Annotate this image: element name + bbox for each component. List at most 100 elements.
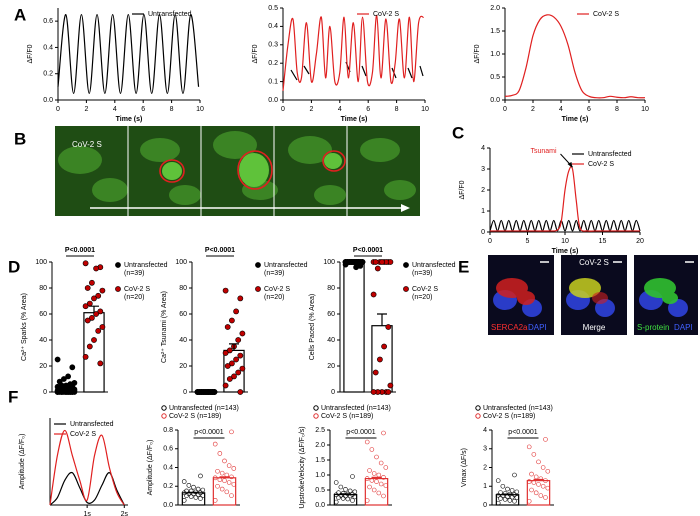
- bar: [343, 261, 365, 393]
- y-tick-label: 0.5: [315, 487, 325, 494]
- y-tick-label: 80: [179, 285, 187, 292]
- data-point: [237, 352, 244, 359]
- legend-label: CoV-2 S (n=189): [169, 413, 221, 420]
- panel-letter: D: [8, 257, 20, 276]
- data-point: [237, 295, 244, 302]
- data-point: [353, 264, 359, 271]
- x-axis-label: Time (s): [341, 116, 368, 123]
- image-strip: CoV-2 S: [55, 126, 420, 216]
- data-point: [93, 311, 99, 317]
- line-series: [282, 14, 425, 91]
- data-point: [502, 497, 508, 502]
- error-bar: [219, 476, 230, 478]
- data-point: [224, 489, 230, 495]
- y-tick-label: 0.5: [490, 74, 500, 81]
- data-point: [212, 498, 218, 503]
- x-tick-label: 10: [641, 106, 649, 113]
- y-tick-label: 80: [327, 285, 335, 292]
- data-point: [531, 480, 537, 485]
- y-tick-label: 40: [327, 337, 335, 344]
- data-point: [495, 492, 501, 498]
- data-point: [226, 480, 232, 485]
- data-point: [502, 491, 508, 496]
- data-point: [507, 498, 513, 503]
- data-point: [367, 484, 372, 490]
- y-tick-label: 0: [183, 389, 187, 396]
- data-point: [538, 493, 544, 498]
- data-point: [226, 347, 233, 354]
- data-point: [374, 265, 381, 272]
- data-point: [184, 488, 189, 494]
- data-point: [222, 287, 229, 294]
- y-tick-label: 1.5: [490, 28, 500, 35]
- data-point: [231, 482, 237, 487]
- y-tick-label: 0.4: [163, 464, 173, 471]
- y-tick-label: 3: [483, 446, 487, 453]
- image-label: SERCA2a: [491, 323, 528, 332]
- data-point: [226, 376, 233, 382]
- legend-marker: [475, 413, 481, 419]
- x-tick-label: 20: [636, 238, 644, 245]
- x-tick-label: 8: [170, 106, 174, 113]
- data-point: [200, 493, 206, 498]
- y-tick-label: 2.0: [315, 442, 325, 449]
- y-tick-label: 0.0: [268, 97, 278, 104]
- panel-letter: C: [452, 123, 464, 142]
- data-point: [219, 486, 225, 492]
- error-bar: [502, 493, 513, 495]
- data-point: [237, 389, 244, 395]
- x-tick-label: 0: [503, 106, 507, 113]
- y-axis-label: ΔF/F0: [252, 44, 259, 63]
- data-point: [529, 487, 534, 493]
- y-tick-label: 100: [175, 259, 187, 266]
- data-point: [543, 495, 548, 500]
- data-point: [222, 478, 227, 483]
- error-bar: [371, 476, 382, 479]
- legend-marker: [255, 286, 261, 292]
- data-point: [198, 473, 203, 479]
- x-tick-label: 10: [561, 238, 569, 245]
- y-axis-label: ΔF/F0: [27, 44, 34, 63]
- data-point: [533, 490, 539, 496]
- error-bar: [89, 305, 99, 313]
- p-value: P<0.0001: [353, 247, 383, 254]
- data-point: [82, 260, 89, 267]
- data-point: [370, 389, 377, 395]
- legend-label: CoV-2 S: [124, 286, 150, 293]
- legend-label: (n=20): [412, 294, 432, 301]
- data-point: [191, 484, 196, 490]
- y-tick-label: 0.1: [268, 78, 278, 85]
- data-point: [512, 498, 517, 504]
- data-point: [371, 471, 377, 476]
- legend-label: Untransfected (n=143): [483, 405, 553, 412]
- legend-label: Untransfected (n=143): [169, 405, 239, 412]
- legend-marker: [475, 405, 481, 411]
- bar: [212, 477, 237, 506]
- x-tick-label: 1s: [83, 511, 91, 516]
- data-point: [215, 483, 220, 489]
- data-point: [369, 447, 375, 452]
- data-point: [65, 373, 71, 380]
- panel-letter: E: [458, 257, 469, 276]
- error-bar: [340, 493, 351, 495]
- y-tick-label: 0.3: [268, 42, 278, 49]
- data-point: [512, 472, 517, 478]
- legend-label: CoV-2 S: [373, 11, 399, 18]
- data-point: [228, 317, 235, 324]
- data-point: [61, 376, 67, 382]
- y-tick-label: 2.0: [490, 5, 500, 12]
- data-point: [219, 470, 225, 476]
- y-axis-label: Ca²⁺ Sparks (% Area): [21, 293, 28, 361]
- x-tick-label: 10: [196, 106, 204, 113]
- x-tick-label: 4: [338, 106, 342, 113]
- data-point: [91, 337, 97, 343]
- data-point: [212, 441, 218, 447]
- data-point: [222, 382, 229, 389]
- data-point: [212, 475, 218, 481]
- y-tick-label: 0.4: [43, 44, 53, 51]
- y-tick-label: 0.6: [163, 446, 173, 453]
- bar: [364, 478, 389, 506]
- data-point: [350, 498, 355, 503]
